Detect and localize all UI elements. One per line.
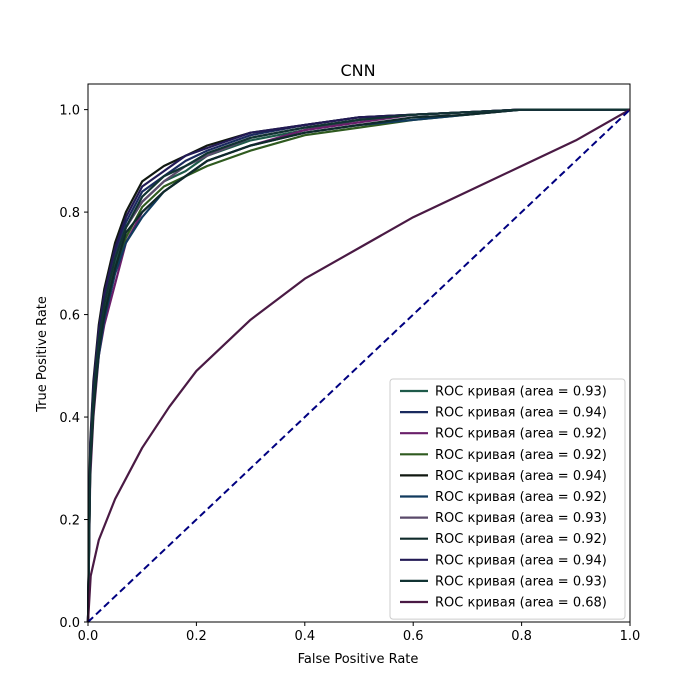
legend: ROC кривая (area = 0.93) ROC кривая (area…: [389, 378, 626, 620]
legend-label-4: ROC кривая (area = 0.92): [435, 448, 607, 463]
axes-frame: [87, 83, 631, 623]
y-tick-label: 0.8: [59, 206, 80, 221]
y-tick-label: 0.2: [59, 514, 80, 529]
x-tick-label: 1.0: [620, 629, 641, 644]
legend-label-2: ROC кривая (area = 0.94): [435, 406, 607, 421]
legend-label-6: ROC кривая (area = 0.92): [435, 490, 607, 505]
legend-label-1: ROC кривая (area = 0.93): [435, 385, 607, 400]
x-tick-label: 0.4: [294, 629, 315, 644]
legend-label-9: ROC кривая (area = 0.94): [435, 553, 607, 568]
y-axis-ticks: 0.0 0.2 0.4 0.6 0.8 1.0: [59, 104, 88, 631]
roc-curve-11: [86, 108, 631, 623]
legend-label-5: ROC кривая (area = 0.94): [435, 469, 607, 484]
chance-line: [87, 108, 631, 623]
x-tick-label: 0.0: [78, 629, 99, 644]
y-tick-label: 0.4: [59, 411, 80, 426]
legend-label-7: ROC кривая (area = 0.93): [435, 511, 607, 526]
legend-label-11: ROC кривая (area = 0.68): [435, 596, 607, 611]
x-tick-label: 0.6: [403, 629, 424, 644]
y-tick-label: 1.0: [59, 104, 80, 119]
x-tick-label: 0.2: [186, 629, 207, 644]
legend-box: [389, 378, 626, 620]
legend-label-3: ROC кривая (area = 0.92): [435, 427, 607, 442]
x-axis-ticks: 0.0 0.2 0.4 0.6 0.8 1.0: [78, 622, 641, 644]
x-axis-label: False Positive Rate: [298, 652, 419, 667]
y-axis-label: True Positive Rate: [35, 296, 50, 413]
y-tick-label: 0.0: [59, 616, 80, 631]
legend-label-8: ROC кривая (area = 0.92): [435, 532, 607, 547]
chart-title: CNN: [340, 61, 375, 80]
y-tick-label: 0.6: [59, 309, 80, 324]
plot-area: [86, 83, 631, 623]
legend-label-10: ROC кривая (area = 0.93): [435, 574, 607, 589]
roc-curve-10: [86, 108, 630, 623]
x-tick-label: 0.8: [511, 629, 532, 644]
